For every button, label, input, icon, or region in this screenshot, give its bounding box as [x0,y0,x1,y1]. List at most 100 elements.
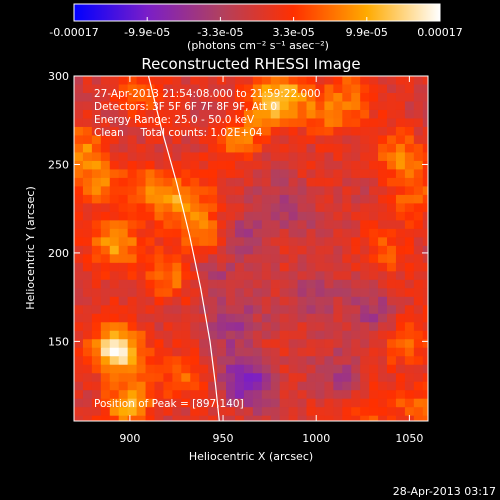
heatmap-cell [145,356,155,366]
heatmap-cell [333,279,343,289]
heatmap-cell [226,339,236,349]
heatmap-cell [163,143,173,153]
heatmap-cell [279,305,290,315]
heatmap-cell [306,339,316,349]
heatmap-cell [342,390,352,400]
heatmap-cell [333,228,343,238]
heatmap-cell [297,203,308,213]
heatmap-cell [226,373,236,383]
heatmap-cell [190,330,200,340]
heatmap-cell [351,313,361,323]
heatmap-cell [154,76,164,86]
heatmap-cell [82,101,93,111]
heatmap-cell [404,220,415,230]
heatmap-cell [404,211,415,221]
heatmap-cell [395,262,406,272]
heatmap-cell [387,203,397,213]
heatmap-cell [163,288,173,298]
heatmap-cell [172,373,182,383]
heatmap-cell [342,262,352,272]
heatmap-cell [208,373,218,383]
heatmap-cell [243,160,254,170]
heatmap-cell [404,288,415,298]
annotation-time: 27-Apr-2013 21:54:08.000 to 21:59:22.000 [94,88,321,100]
heatmap-cell [243,296,254,306]
heatmap-cell [136,245,147,255]
heatmap-cell [252,126,263,136]
heatmap-cell [270,398,281,408]
heatmap-cell [74,322,84,332]
heatmap-cell [378,364,388,374]
heatmap-cell [279,245,290,255]
heatmap-cell [154,203,164,213]
heatmap-cell [109,118,120,128]
heatmap-cell [154,398,164,408]
heatmap-cell [100,211,111,221]
heatmap-cell [360,305,370,315]
heatmap-cell [217,220,227,230]
heatmap-cell [136,101,147,111]
heatmap-cell [378,390,388,400]
heatmap-cell [422,76,428,86]
heatmap-cell [154,118,164,128]
heatmap-cell [109,126,120,136]
heatmap-cell [217,203,227,213]
heatmap-cell [127,160,138,170]
heatmap-cell [91,330,102,340]
heatmap-cell [413,237,424,247]
heatmap-cell [234,381,245,391]
heatmap-cell [226,330,236,340]
heatmap-cell [190,143,200,153]
heatmap-cell [351,330,361,340]
heatmap-cell [154,152,164,162]
heatmap-cell [226,381,236,391]
heatmap-cell [324,220,334,230]
heatmap-cell [145,169,155,179]
heatmap-cell [270,169,281,179]
heatmap-cell [226,296,236,306]
heatmap-cell [100,364,111,374]
heatmap-cell [261,330,272,340]
heatmap-cell [74,305,84,315]
heatmap-cell [387,118,397,128]
heatmap-cell [378,279,388,289]
heatmap-cell [351,135,361,145]
heatmap-cell [208,313,218,323]
heatmap-cell [190,322,200,332]
heatmap-cell [234,228,245,238]
heatmap-cell [404,364,415,374]
footer-timestamp: 28-Apr-2013 03:17 [393,485,496,498]
heatmap-cell [404,373,415,383]
heatmap-cell [82,381,93,391]
heatmap-cell [181,160,191,170]
heatmap-cell [324,390,334,400]
heatmap-cell [378,203,388,213]
y-tick-label: 250 [48,158,69,171]
heatmap-cell [279,296,290,306]
heatmap-cell [252,296,263,306]
heatmap-cell [217,76,227,86]
heatmap-cell [306,313,316,323]
heatmap-cell [288,228,299,238]
heatmap-cell [163,415,173,421]
heatmap-cell [404,194,415,204]
heatmap-cell [199,220,209,230]
heatmap-cell [181,245,191,255]
heatmap-cell [136,160,147,170]
heatmap-cell [109,356,120,366]
heatmap-cell [118,109,129,119]
heatmap-cell [145,339,155,349]
heatmap-cell [279,339,290,349]
heatmap-cell [387,347,397,357]
heatmap-cell [342,322,352,332]
heatmap-cell [413,228,424,238]
heatmap-cell [252,228,263,238]
heatmap-cell [100,390,111,400]
heatmap-cell [208,152,218,162]
heatmap-cell [369,84,379,94]
heatmap-cell [208,126,218,136]
heatmap-cell [360,152,370,162]
heatmap-cell [172,305,182,315]
heatmap-cell [324,313,334,323]
heatmap-cell [91,118,102,128]
